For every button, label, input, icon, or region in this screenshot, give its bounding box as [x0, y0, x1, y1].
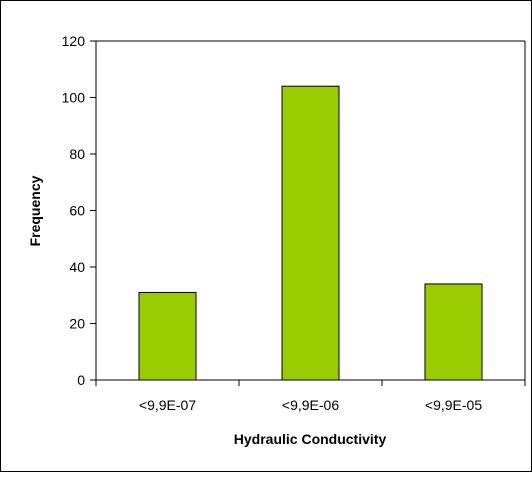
y-tick-label: 120: [62, 33, 86, 49]
y-tick-label: 40: [69, 259, 85, 275]
y-tick-label: 100: [62, 90, 86, 106]
bar-2: [281, 85, 340, 381]
y-tick-label: 60: [69, 203, 85, 219]
bar-1: [138, 291, 197, 381]
plot-area: 0 20 40 60 80 100 120 <9,9E-07 <9,9E-06 <9,9E-05: [62, 33, 526, 413]
y-tick-label: 0: [77, 372, 85, 388]
x-tick-label: <9,9E-05: [425, 397, 482, 413]
y-axis-title: Frequency: [27, 175, 43, 246]
x-tick-label: <9,9E-07: [139, 397, 196, 413]
y-tick-label: 20: [69, 316, 85, 332]
bar-3: [424, 283, 483, 381]
x-axis-title: Hydraulic Conductivity: [234, 431, 387, 447]
y-tick-label: 80: [69, 146, 85, 162]
x-tick-label: <9,9E-06: [282, 397, 339, 413]
